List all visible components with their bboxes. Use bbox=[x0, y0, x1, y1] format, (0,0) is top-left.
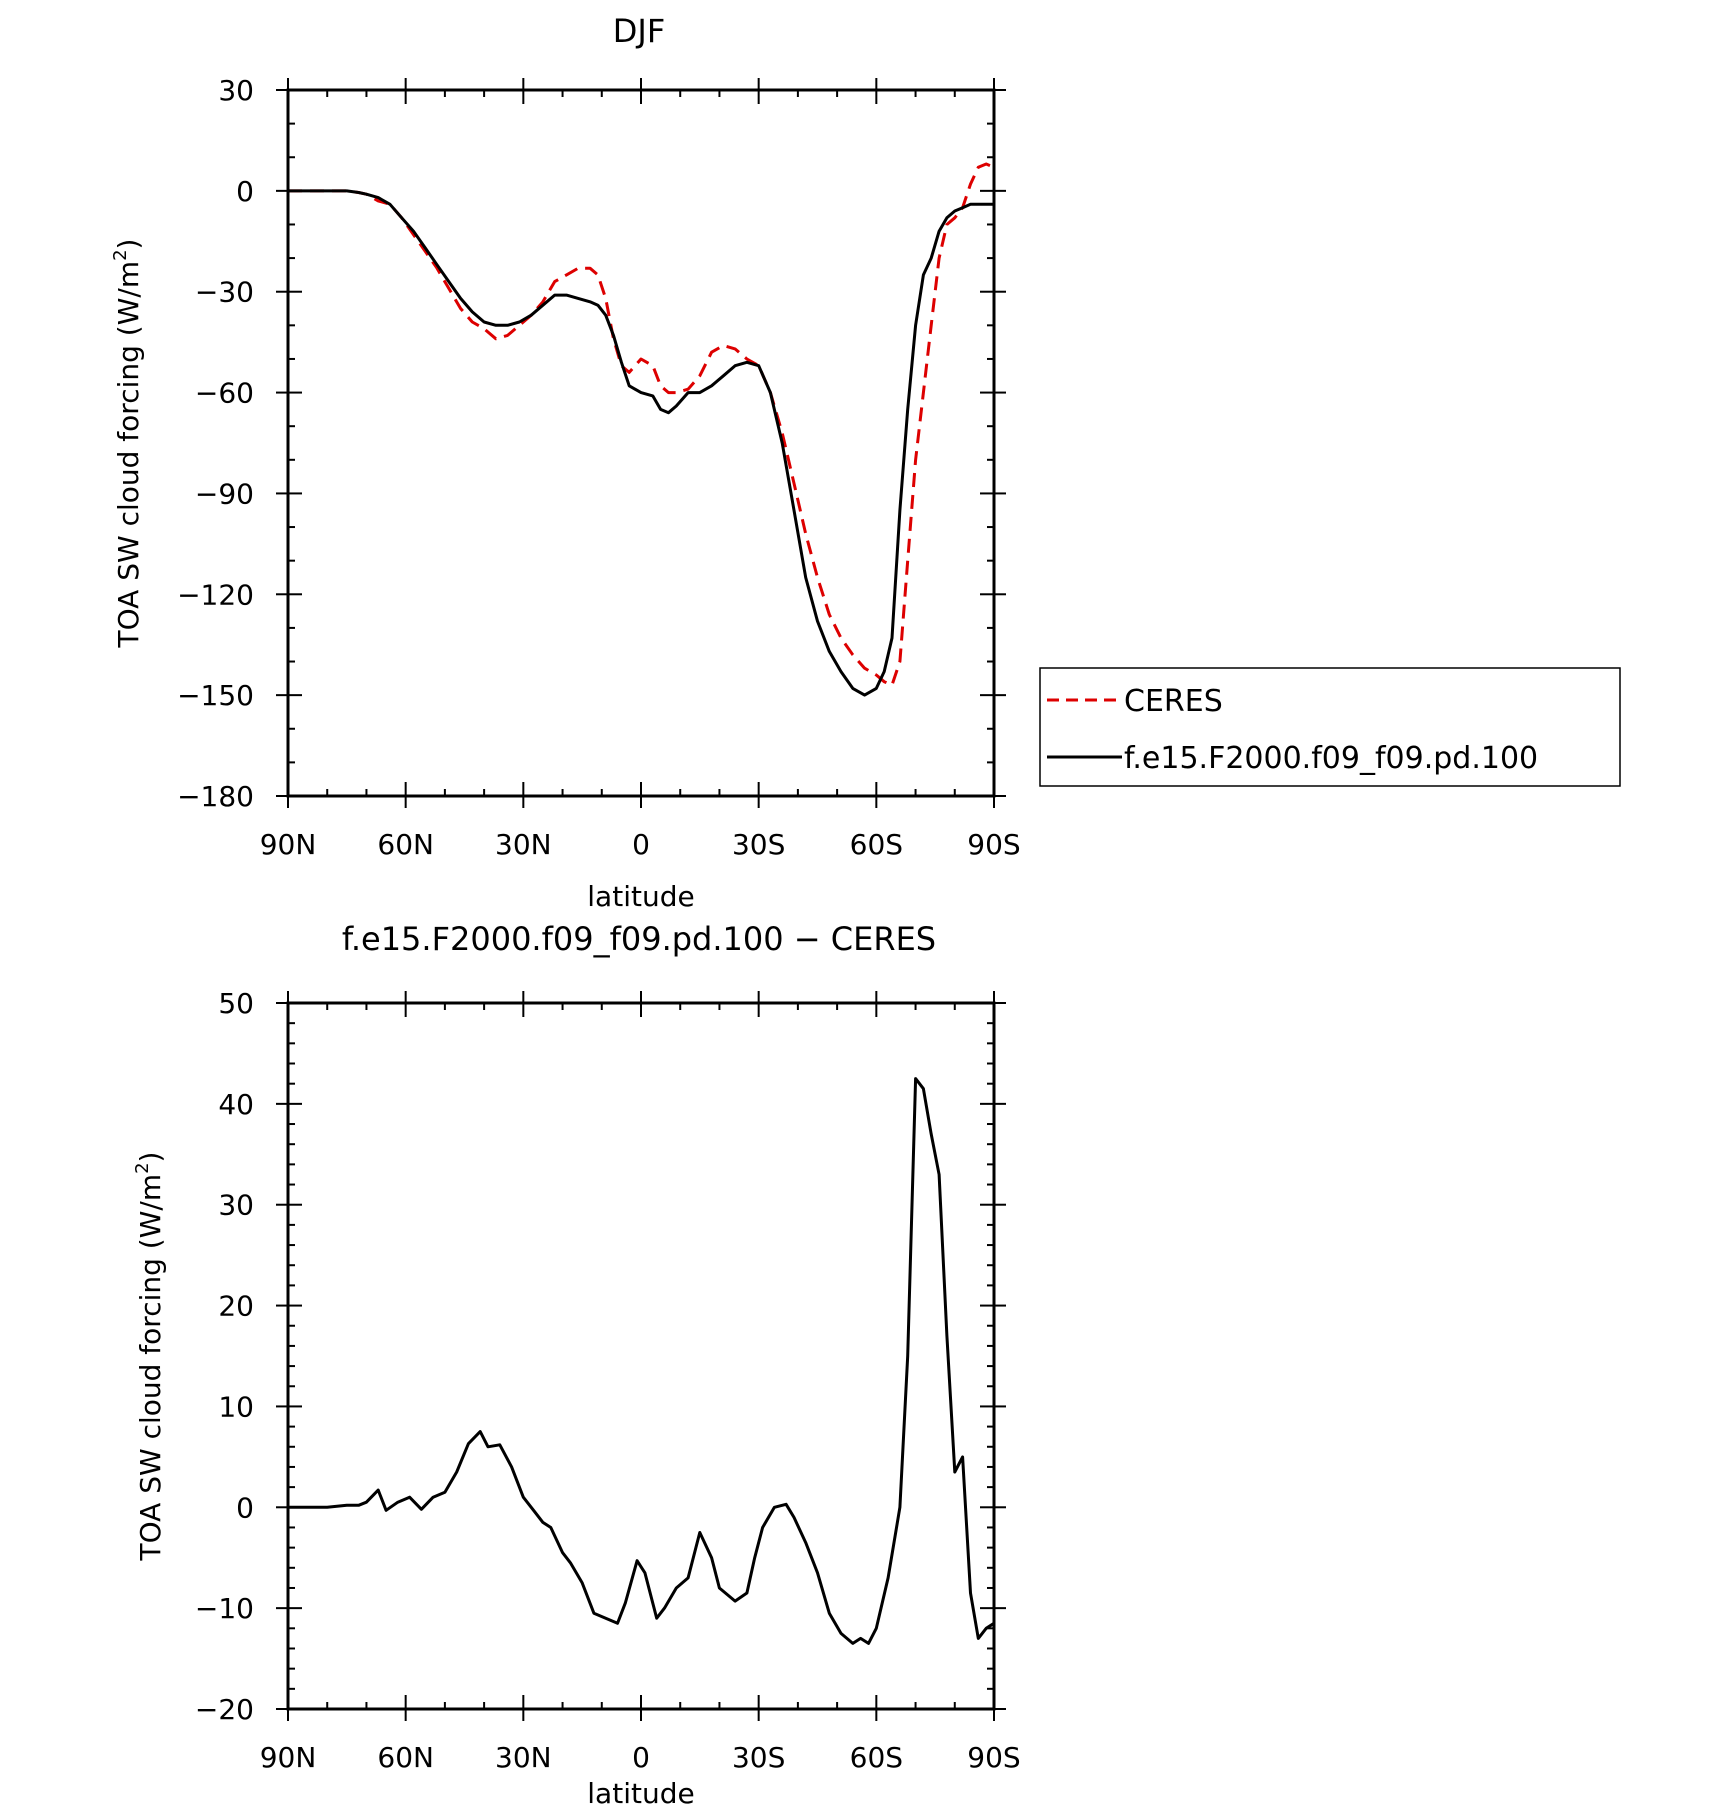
y-tick-label: 0 bbox=[236, 1491, 254, 1524]
legend-label-model: f.e15.F2000.f09_f09.pd.100 bbox=[1124, 741, 1538, 776]
y-tick-label: −10 bbox=[195, 1592, 254, 1625]
x-tick-label: 30S bbox=[732, 1741, 785, 1774]
x-tick-label: 30N bbox=[495, 1741, 552, 1774]
x-tick-label: 30N bbox=[495, 828, 552, 861]
x-tick-label: 90S bbox=[967, 828, 1020, 861]
plot-frame bbox=[286, 88, 996, 798]
x-axis-title: latitude bbox=[587, 1777, 694, 1810]
series-line-difference bbox=[288, 1077, 995, 1645]
y-axis-title: TOA SW cloud forcing (W/m2) bbox=[110, 239, 145, 649]
legend-label-ceres: CERES bbox=[1124, 684, 1223, 719]
x-tick-label: 60N bbox=[377, 828, 434, 861]
x-tick-label: 0 bbox=[632, 1741, 650, 1774]
y-tick-label: 20 bbox=[218, 1290, 254, 1323]
tick-labels: 90N 60N 30N 0 30S 60S 90S 50 40 30 20 10 0 −10 −20 bbox=[195, 987, 1021, 1774]
axes-ticks bbox=[276, 78, 1006, 808]
y-tick-label: 10 bbox=[218, 1390, 254, 1423]
y-tick-label: −180 bbox=[177, 780, 254, 813]
y-tick-label: −90 bbox=[195, 477, 254, 510]
series-group bbox=[288, 162, 995, 697]
y-axis-title: TOA SW cloud forcing (W/m2) bbox=[132, 1152, 167, 1562]
x-tick-label: 90N bbox=[260, 828, 317, 861]
plot-frame bbox=[286, 1001, 996, 1711]
y-tick-label: 30 bbox=[218, 1189, 254, 1222]
series-line-f-e15-f2000-f09-f09-pd-100 bbox=[288, 189, 994, 697]
y-tick-label: 50 bbox=[218, 987, 254, 1020]
legend-box bbox=[1039, 667, 1621, 787]
y-tick-label: −150 bbox=[177, 679, 254, 712]
x-tick-label: 60S bbox=[850, 828, 903, 861]
chart-title: f.e15.F2000.f09_f09.pd.100 − CERES bbox=[342, 920, 936, 958]
x-tick-label: 90S bbox=[967, 1741, 1020, 1774]
y-tick-label: 0 bbox=[236, 175, 254, 208]
legend: CERES f.e15.F2000.f09_f09.pd.100 bbox=[1039, 667, 1621, 787]
y-tick-label: −120 bbox=[177, 578, 254, 611]
tick-labels: 90N 60N 30N 0 30S 60S 90S 30 0 −30 −60 −90 −120 −150 −… bbox=[177, 74, 1021, 861]
chart-difference: f.e15.F2000.f09_f09.pd.100 − CERES 90N 60… bbox=[132, 920, 1021, 1810]
chart-djf: DJF 90N 60N 30N 0 30S 60S 90S 30 0 −30 −60 −90 −120 −… bbox=[110, 12, 1621, 913]
x-tick-label: 60S bbox=[850, 1741, 903, 1774]
y-tick-label: −20 bbox=[195, 1693, 254, 1726]
x-axis-title: latitude bbox=[587, 880, 694, 913]
y-tick-label: 30 bbox=[218, 74, 254, 107]
x-tick-label: 30S bbox=[732, 828, 785, 861]
chart-title: DJF bbox=[613, 12, 665, 50]
y-tick-label: −30 bbox=[195, 276, 254, 309]
x-tick-label: 0 bbox=[632, 828, 650, 861]
series-line-ceres bbox=[288, 162, 995, 687]
series-group bbox=[288, 1077, 995, 1645]
y-tick-label: 40 bbox=[218, 1088, 254, 1121]
axes-ticks bbox=[276, 991, 1006, 1721]
x-tick-label: 90N bbox=[260, 1741, 317, 1774]
x-tick-label: 60N bbox=[377, 1741, 434, 1774]
y-tick-label: −60 bbox=[195, 377, 254, 410]
